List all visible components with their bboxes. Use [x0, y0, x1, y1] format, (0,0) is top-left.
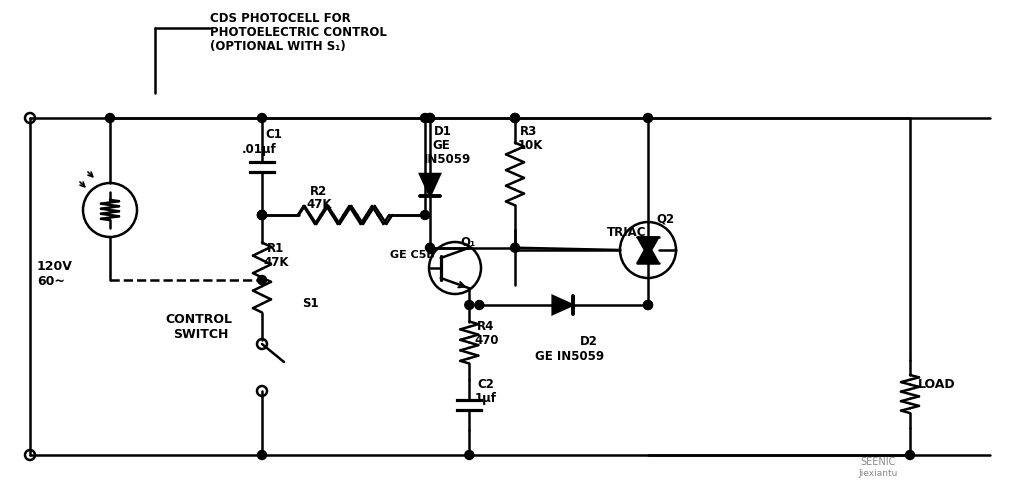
Text: SEENIC: SEENIC — [860, 457, 895, 467]
Text: 60~: 60~ — [37, 275, 65, 288]
Text: D2: D2 — [580, 335, 597, 348]
Text: GE C5B: GE C5B — [390, 250, 435, 260]
Text: LOAD: LOAD — [918, 378, 956, 391]
Text: R4: R4 — [477, 320, 494, 333]
Circle shape — [258, 275, 267, 284]
Circle shape — [905, 451, 915, 460]
Polygon shape — [637, 244, 659, 263]
Text: CDS PHOTOCELL FOR: CDS PHOTOCELL FOR — [210, 12, 351, 25]
Circle shape — [511, 243, 519, 252]
Text: PHOTOELECTRIC CONTROL: PHOTOELECTRIC CONTROL — [210, 26, 387, 39]
Circle shape — [420, 114, 430, 123]
Text: 120V: 120V — [37, 260, 73, 273]
Text: 1μf: 1μf — [474, 392, 496, 405]
Circle shape — [644, 300, 652, 309]
Circle shape — [465, 300, 474, 309]
Text: .01μf: .01μf — [242, 143, 277, 156]
Circle shape — [511, 114, 519, 123]
Text: GE IN5059: GE IN5059 — [535, 350, 605, 363]
Text: TRIAC: TRIAC — [607, 226, 647, 239]
Text: Q2: Q2 — [656, 212, 674, 225]
Text: R3: R3 — [520, 125, 538, 138]
Circle shape — [425, 114, 435, 123]
Text: C2: C2 — [477, 378, 494, 391]
Circle shape — [258, 211, 267, 220]
Circle shape — [511, 114, 519, 123]
Text: CONTROL: CONTROL — [165, 313, 232, 326]
Text: 470: 470 — [474, 334, 499, 347]
Circle shape — [258, 211, 267, 220]
Circle shape — [425, 243, 435, 252]
Circle shape — [420, 211, 430, 220]
Text: D1: D1 — [434, 125, 452, 138]
Circle shape — [644, 300, 652, 309]
Text: R2: R2 — [310, 185, 328, 198]
Text: 47K: 47K — [306, 198, 332, 211]
Polygon shape — [553, 296, 573, 314]
Text: (OPTIONAL WITH S₁): (OPTIONAL WITH S₁) — [210, 40, 346, 53]
Circle shape — [105, 114, 114, 123]
Text: SWITCH: SWITCH — [173, 328, 229, 341]
Text: C1: C1 — [265, 128, 282, 141]
Circle shape — [258, 211, 267, 220]
Text: 47K: 47K — [263, 256, 288, 269]
Circle shape — [258, 114, 267, 123]
Text: Jiexiantu: Jiexiantu — [858, 469, 897, 478]
Circle shape — [475, 300, 484, 309]
Circle shape — [644, 114, 652, 123]
Text: Q₁: Q₁ — [460, 235, 475, 248]
Circle shape — [465, 451, 474, 460]
Circle shape — [258, 451, 267, 460]
Text: GE: GE — [432, 139, 450, 152]
Polygon shape — [420, 174, 440, 196]
Text: R1: R1 — [267, 242, 284, 255]
Text: 10K: 10K — [518, 139, 544, 152]
Polygon shape — [637, 237, 659, 256]
Text: IN5059: IN5059 — [424, 153, 472, 166]
Circle shape — [425, 114, 435, 123]
Text: S1: S1 — [302, 297, 318, 310]
